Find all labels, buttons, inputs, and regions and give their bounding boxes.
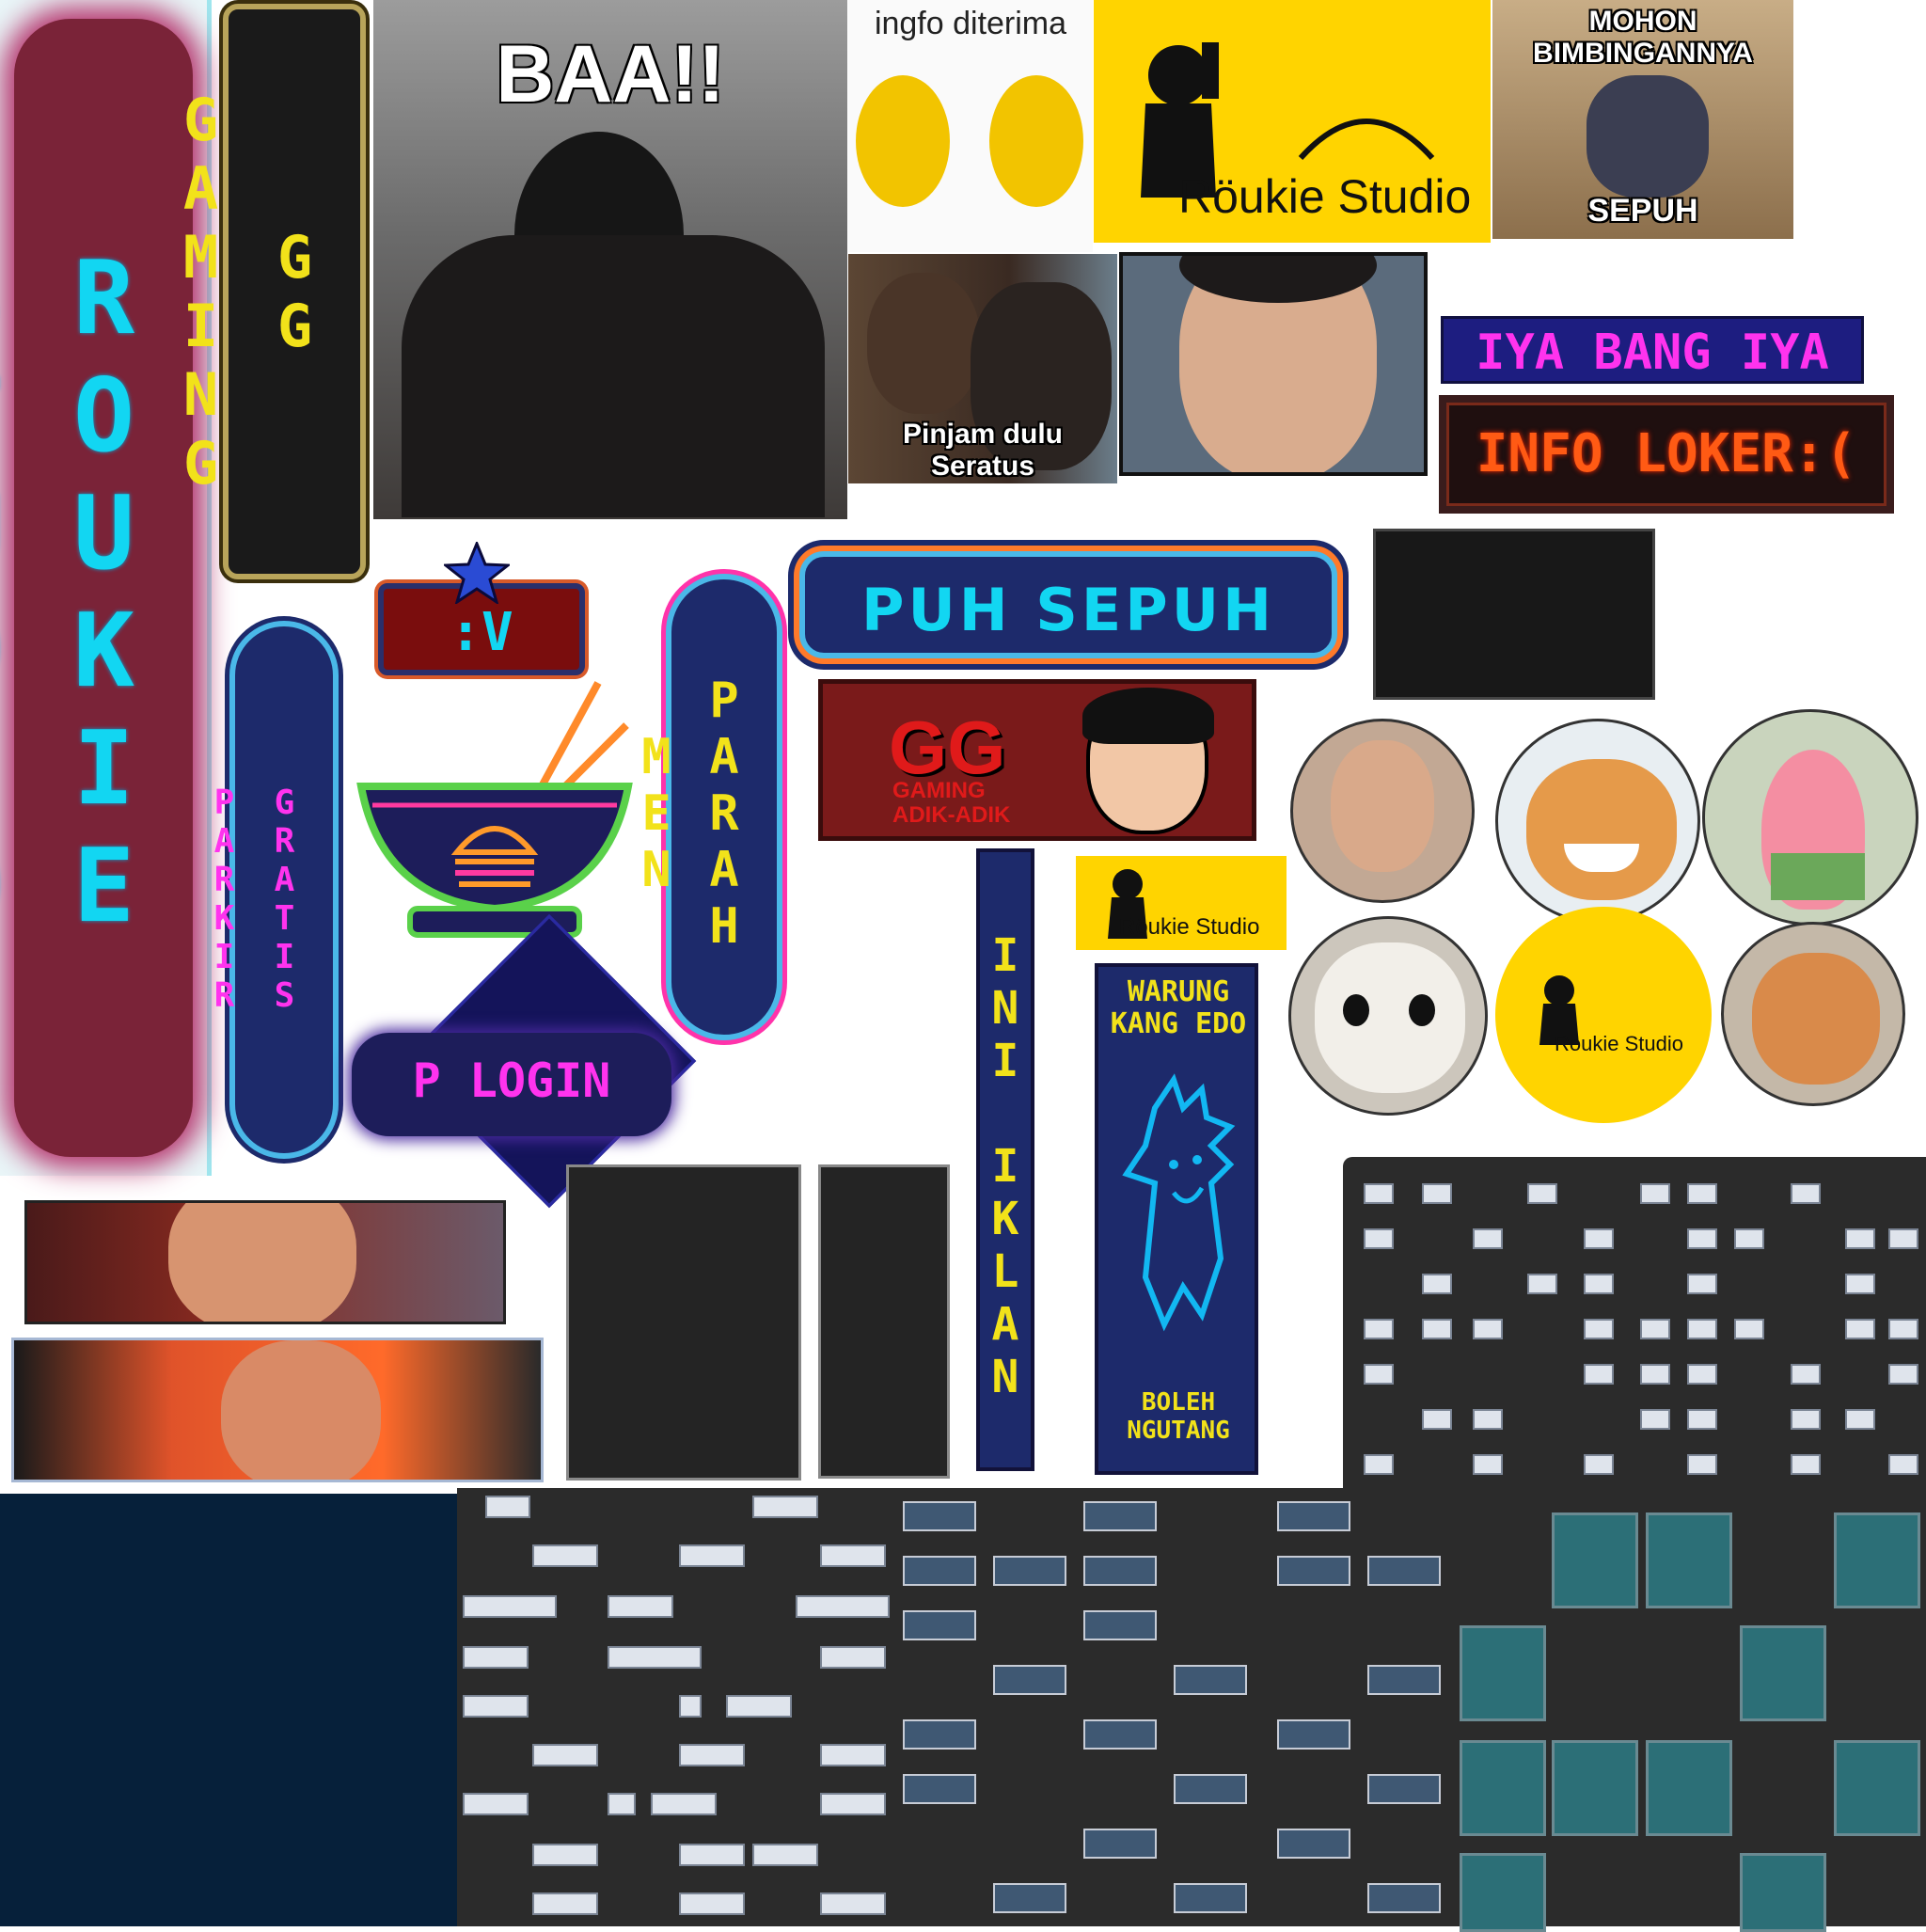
ini-iklan-sign: INI IKLAN: [976, 848, 1034, 1471]
roukie-logo-large: Röukie Studio: [1094, 0, 1491, 243]
gg-gaming-label: GG GAMING: [166, 86, 329, 498]
pinjam-meme: Pinjam dulu Seratus: [848, 254, 1117, 483]
hooded-figure-icon: [1108, 869, 1147, 939]
hooded-figure-icon: [1539, 975, 1579, 1045]
roukie-studio-label: ROUKIE STUDIO: [0, 240, 163, 945]
white-cat-circle: [1288, 916, 1488, 1116]
headphones-icon: [1298, 119, 1435, 160]
navy-block: [0, 1494, 457, 1926]
bowl-icon: [356, 681, 633, 938]
dark-panel-narrow: [818, 1164, 950, 1479]
gg-sub2: ADIK-ADIK: [892, 802, 1011, 828]
roukie-studio-sign: ROUKIE STUDIO: [0, 0, 212, 1176]
angry-cat-circle: [1721, 922, 1905, 1106]
smile-sign-label: :V: [450, 602, 513, 663]
mohon-caption: MOHON BIMBINGANNYA: [1533, 6, 1753, 69]
building-texture-bottom-right: [1458, 1496, 1926, 1932]
pinjam-caption: Pinjam dulu Seratus: [902, 419, 1063, 482]
roukie-logo-large-text: Röukie Studio: [1178, 170, 1472, 223]
roukie-logo-small: Röukie Studio: [1076, 856, 1287, 950]
ini-iklan-label: INI IKLAN: [979, 929, 1032, 1403]
p-login-label: P LOGIN: [412, 1053, 611, 1108]
baa-caption: BAA!!: [496, 29, 725, 119]
ingfo-caption: ingfo diterima: [874, 6, 1067, 41]
roukie-logo-circle: Röukie Studio: [1495, 907, 1712, 1123]
puh-sepuh-sign: PUH SEPUH: [799, 551, 1337, 658]
crying-man-photo-2: [11, 1338, 544, 1482]
stick-figure-icon: [1122, 1073, 1236, 1332]
chopsticks-icon: [538, 681, 602, 788]
gratis-parkir-label: GRATIS PARKIR: [205, 784, 304, 1015]
building-texture-top: [1343, 1157, 1926, 1496]
roukie-logo-circle-text: Röukie Studio: [1555, 1032, 1683, 1055]
gratis-parkir-sign: GRATIS PARKIR: [205, 621, 339, 1159]
face-circle: [1290, 719, 1475, 903]
baa-meme: BAA!!: [373, 0, 847, 519]
gg-letters: GG: [889, 705, 1006, 789]
building-texture-bottom-mid: [899, 1488, 1458, 1926]
star-icon: [444, 542, 510, 604]
boy-face-photo: [1119, 252, 1428, 476]
parah-men-label: PARAH MEN: [628, 673, 752, 955]
mohon-meme: MOHON BIMBINGANNYA SEPUH: [1492, 0, 1793, 239]
smile-sign: :V: [378, 583, 585, 675]
iya-bang-iya-label: IYA BANG IYA: [1476, 325, 1829, 381]
p-login-sign: P LOGIN: [352, 913, 697, 1209]
gg-adik-banner: GG GAMING ADIK-ADIK: [818, 679, 1256, 841]
warung-sign: WARUNG KANG EDO BOLEH NGUTANG: [1095, 963, 1258, 1475]
building-texture-bottom-left: [457, 1488, 899, 1926]
crying-man-photo-1: [24, 1200, 506, 1324]
patrick-circle: [1702, 709, 1918, 926]
warung-footer: BOLEH NGUTANG: [1127, 1388, 1230, 1445]
gg-sub1: GAMING: [892, 778, 986, 803]
info-loker-sign: INFO LOKER:(: [1439, 395, 1894, 514]
dark-panel: [1373, 529, 1655, 700]
roukie-logo-small-text: Röukie Studio: [1119, 914, 1260, 940]
gg-gaming-sign: GG GAMING: [166, 4, 366, 579]
iya-bang-iya-sign: IYA BANG IYA: [1441, 316, 1864, 384]
ingfo-meme: ingfo diterima: [848, 0, 1093, 252]
hooded-figure-icon: [1141, 42, 1219, 198]
smiling-cat-circle: [1495, 719, 1700, 924]
puh-sepuh-label: PUH SEPUH: [861, 576, 1275, 644]
burger-icon: [450, 826, 539, 887]
info-loker-label: INFO LOKER:(: [1476, 423, 1857, 484]
warung-title: WARUNG KANG EDO: [1110, 975, 1247, 1040]
sepuh-caption: SEPUH: [1587, 193, 1698, 229]
dark-panel-tall: [566, 1164, 801, 1481]
parah-men-sign: PARAH MEN: [628, 574, 782, 1040]
